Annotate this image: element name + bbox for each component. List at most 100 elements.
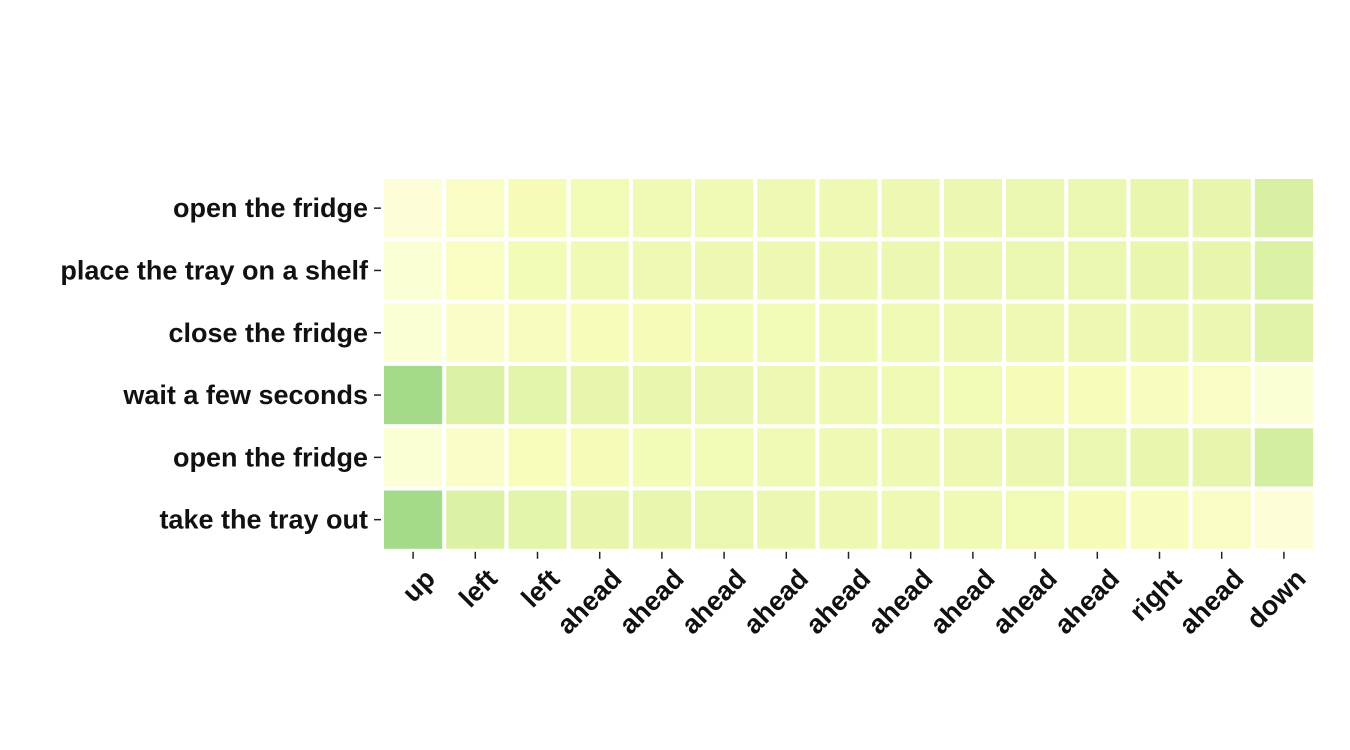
heatmap-cell — [881, 241, 940, 300]
heatmap-cell — [757, 179, 816, 238]
heatmap-cell — [570, 365, 629, 425]
heatmap-cell — [1130, 241, 1189, 300]
y-tick-label: close the fridge — [168, 318, 368, 348]
y-tick-label: place the tray on a shelf — [60, 255, 369, 285]
heatmap-cell — [508, 179, 567, 238]
y-tick-label: wait a few seconds — [122, 380, 368, 410]
heatmap-cell — [757, 428, 816, 487]
heatmap-cell — [1006, 303, 1065, 362]
heatmap-cell — [632, 428, 691, 487]
heatmap-cell — [508, 490, 567, 549]
heatmap-cell — [1006, 179, 1065, 238]
heatmap-cell — [632, 490, 691, 549]
heatmap-cells — [384, 179, 1313, 549]
heatmap-cell — [1068, 365, 1127, 425]
heatmap-cell — [881, 490, 940, 549]
x-axis: up left leftaheadaheadaheadaheadaheadahead… — [396, 551, 1312, 640]
heatmap-cell — [1192, 428, 1251, 487]
heatmap-cell — [1192, 365, 1251, 425]
y-tick-label: take the tray out — [159, 505, 368, 535]
heatmap-cell — [695, 303, 754, 362]
heatmap-cell — [1006, 490, 1065, 549]
heatmap-cell — [1006, 428, 1065, 487]
heatmap-cell — [570, 179, 629, 238]
heatmap-cell — [446, 428, 505, 487]
heatmap-cell — [384, 365, 443, 425]
heatmap-cell — [384, 490, 443, 549]
x-tick-label: ahead — [551, 563, 627, 639]
heatmap-cell — [1254, 428, 1313, 487]
heatmap-cell — [1254, 241, 1313, 300]
heatmap-cell — [446, 179, 505, 238]
heatmap-cell — [819, 179, 878, 238]
heatmap-cell — [1130, 490, 1189, 549]
heatmap-cell — [819, 365, 878, 425]
x-tick-label: ahead — [613, 563, 689, 639]
heatmap-cell — [695, 241, 754, 300]
heatmap-cell — [757, 490, 816, 549]
heatmap-cell — [943, 365, 1002, 425]
heatmap-cell — [632, 365, 691, 425]
heatmap-cell — [508, 303, 567, 362]
heatmap-cell — [1130, 365, 1189, 425]
x-tick-label: left — [515, 563, 565, 613]
heatmap-cell — [632, 241, 691, 300]
heatmap-cell — [1192, 490, 1251, 549]
x-tick-label: ahead — [924, 563, 1000, 639]
heatmap-cell — [695, 490, 754, 549]
heatmap-cell — [508, 241, 567, 300]
heatmap-cell — [1068, 241, 1127, 300]
heatmap-cell — [1130, 179, 1189, 238]
x-tick-label: ahead — [1173, 563, 1249, 639]
heatmap-cell — [1068, 303, 1127, 362]
heatmap-cell — [632, 303, 691, 362]
heatmap-cell — [943, 241, 1002, 300]
heatmap-cell — [757, 303, 816, 362]
heatmap-cell — [570, 428, 629, 487]
x-tick-label: ahead — [862, 563, 938, 639]
heatmap-cell — [819, 241, 878, 300]
heatmap-cell — [1254, 303, 1313, 362]
heatmap-cell — [1068, 428, 1127, 487]
heatmap-cell — [943, 428, 1002, 487]
heatmap-cell — [570, 241, 629, 300]
heatmap-cell — [1068, 179, 1127, 238]
heatmap-cell — [1254, 365, 1313, 425]
heatmap-cell — [508, 365, 567, 425]
x-tick-label: ahead — [676, 563, 752, 639]
x-tick-label: ahead — [1049, 563, 1125, 639]
heatmap-cell — [1192, 241, 1251, 300]
x-tick-label: left — [453, 563, 503, 613]
y-tick-label: open the fridge — [173, 193, 368, 223]
heatmap-cell — [1006, 241, 1065, 300]
heatmap-cell — [943, 179, 1002, 238]
heatmap-cell — [508, 428, 567, 487]
heatmap-cell — [819, 490, 878, 549]
x-tick-label: ahead — [738, 563, 814, 639]
heatmap-cell — [695, 365, 754, 425]
heatmap-cell — [695, 428, 754, 487]
heatmap-cell — [1130, 428, 1189, 487]
heatmap-cell — [757, 241, 816, 300]
heatmap-cell — [570, 490, 629, 549]
heatmap-cell — [1130, 303, 1189, 362]
y-tick-label: open the fridge — [173, 442, 368, 472]
heatmap-cell — [881, 179, 940, 238]
heatmap-cell — [1192, 303, 1251, 362]
heatmap-cell — [384, 241, 443, 300]
heatmap-cell — [1068, 490, 1127, 549]
heatmap-cell — [384, 179, 443, 238]
y-axis: open the fridge place the tray on a shelf… — [60, 193, 381, 535]
heatmap-cell — [1006, 365, 1065, 425]
heatmap-cell — [446, 303, 505, 362]
x-tick-label: up — [396, 563, 441, 608]
heatmap-cell — [819, 303, 878, 362]
x-tick-label: ahead — [987, 563, 1063, 639]
heatmap-cell — [757, 365, 816, 425]
heatmap-cell — [881, 365, 940, 425]
heatmap-cell — [446, 365, 505, 425]
heatmap-cell — [446, 241, 505, 300]
heatmap-cell — [446, 490, 505, 549]
heatmap-cell — [819, 428, 878, 487]
